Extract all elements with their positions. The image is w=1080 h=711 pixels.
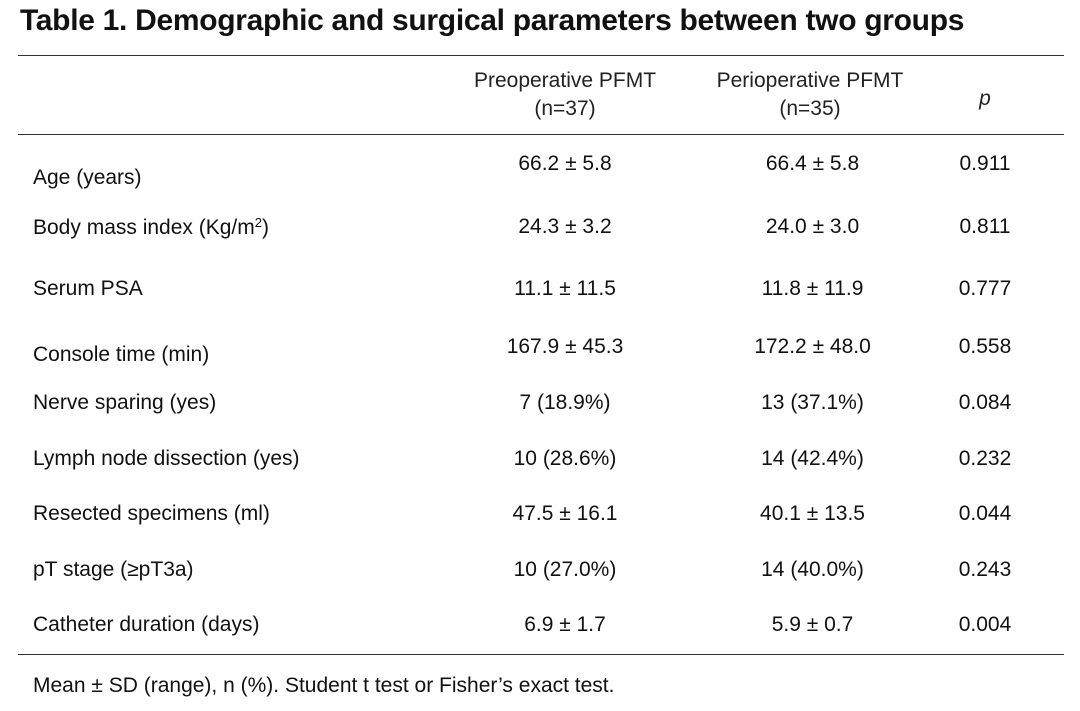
table-title: Table 1. Demographic and surgical parame… <box>20 4 965 37</box>
header-preoperative-n: (n=37) <box>534 97 596 120</box>
preoperative-value: 7 (18.9%) <box>519 391 611 414</box>
table-row: Resected specimens (ml) 47.5 ± 16.1 40.1… <box>0 502 1080 542</box>
row-label: pT stage (≥pT3a) <box>33 558 194 581</box>
header-p-value: p <box>979 87 991 110</box>
table-row: Body mass index (Kg/m2) 24.3 ± 3.2 24.0 … <box>0 215 1080 255</box>
row-label: Serum PSA <box>33 277 143 300</box>
p-value: 0.084 <box>958 391 1012 414</box>
perioperative-value: 24.0 ± 3.0 <box>765 215 860 238</box>
table-row: pT stage (≥pT3a) 10 (27.0%) 14 (40.0%) 0… <box>0 558 1080 598</box>
table-row: Catheter duration (days) 6.9 ± 1.7 5.9 ±… <box>0 613 1080 653</box>
row-label-suffix: ) <box>262 216 269 239</box>
perioperative-value: 11.8 ± 11.9 <box>761 277 864 300</box>
p-value: 0.911 <box>959 152 1011 175</box>
p-value: 0.558 <box>958 335 1012 358</box>
preoperative-value: 167.9 ± 45.3 <box>506 335 624 358</box>
perioperative-value: 40.1 ± 13.5 <box>760 502 865 525</box>
p-value: 0.044 <box>958 502 1012 525</box>
row-label: Lymph node dissection (yes) <box>33 447 300 470</box>
header-preoperative-label: Preoperative PFMT <box>473 69 657 92</box>
perioperative-value: 172.2 ± 48.0 <box>754 335 871 358</box>
p-value: 0.243 <box>958 558 1012 581</box>
p-value: 0.232 <box>958 447 1012 470</box>
row-label-text: Body mass index (Kg/m <box>33 216 255 239</box>
row-label: Catheter duration (days) <box>33 613 260 636</box>
table-footnote: Mean ± SD (range), n (%). Student t test… <box>33 674 615 697</box>
preoperative-value: 10 (28.6%) <box>513 447 617 470</box>
perioperative-value: 66.4 ± 5.8 <box>765 152 860 175</box>
preoperative-value: 10 (27.0%) <box>513 558 617 581</box>
preoperative-value: 11.1 ± 11.5 <box>514 277 616 300</box>
preoperative-value: 24.3 ± 3.2 <box>518 215 612 238</box>
perioperative-value: 5.9 ± 0.7 <box>771 613 854 636</box>
header-perioperative-n: (n=35) <box>779 97 841 120</box>
row-label: Body mass index (Kg/m2) <box>33 215 269 240</box>
row-label: Nerve sparing (yes) <box>33 391 217 414</box>
perioperative-value: 13 (37.1%) <box>761 391 864 414</box>
row-label: Resected specimens (ml) <box>33 502 270 525</box>
header-rule <box>18 134 1064 135</box>
table-row: Nerve sparing (yes) 7 (18.9%) 13 (37.1%)… <box>0 391 1080 431</box>
p-value: 0.004 <box>958 613 1012 636</box>
bottom-rule <box>18 654 1064 655</box>
preoperative-value: 47.5 ± 16.1 <box>512 502 618 525</box>
p-value: 0.811 <box>959 215 1011 238</box>
row-label: Age (years) <box>33 166 142 189</box>
table-row: Serum PSA 11.1 ± 11.5 11.8 ± 11.9 0.777 <box>0 277 1080 317</box>
header-perioperative-label: Perioperative PFMT <box>716 69 904 92</box>
p-value: 0.777 <box>958 277 1012 300</box>
perioperative-value: 14 (42.4%) <box>761 447 864 470</box>
table-row: Console time (min) 167.9 ± 45.3 172.2 ± … <box>0 335 1080 375</box>
header-perioperative: Perioperative PFMT (n=35) <box>690 67 930 123</box>
row-label-superscript: 2 <box>254 215 262 230</box>
perioperative-value: 14 (40.0%) <box>761 558 864 581</box>
row-label: Console time (min) <box>33 343 210 366</box>
preoperative-value: 6.9 ± 1.7 <box>524 613 606 636</box>
preoperative-value: 66.2 ± 5.8 <box>518 152 612 175</box>
table-row: Lymph node dissection (yes) 10 (28.6%) 1… <box>0 447 1080 487</box>
top-rule <box>18 55 1064 56</box>
table-row: Age (years) 66.2 ± 5.8 66.4 ± 5.8 0.911 <box>0 152 1080 192</box>
header-preoperative: Preoperative PFMT (n=37) <box>440 67 690 123</box>
